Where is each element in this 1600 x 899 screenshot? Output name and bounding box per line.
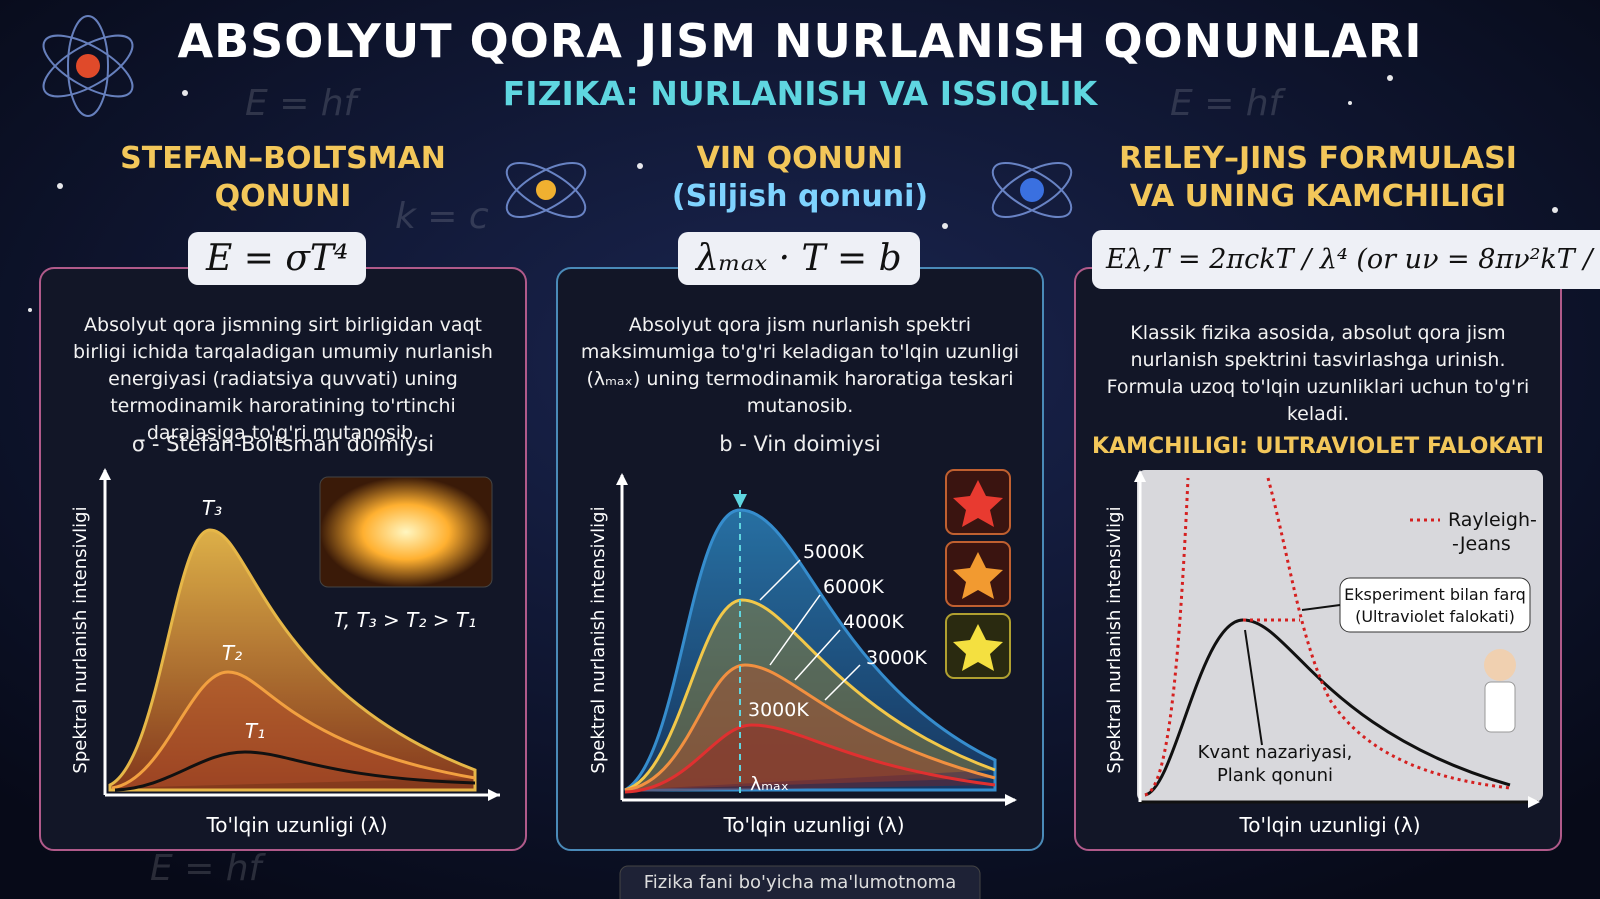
formula: λₘₐₓ · T = b <box>678 232 920 285</box>
curve-label: T₁ <box>245 719 265 743</box>
title-line: QONUNI <box>214 179 352 214</box>
panel-title: STEFAN–BOLTSMAN QONUNI <box>40 140 526 216</box>
y-axis-label: Spektral nurlanish intensivligi <box>70 506 91 773</box>
panel-title: VIN QONUNI (Siljish qonuni) <box>557 140 1043 216</box>
constant: b - Vin doimiysi <box>719 432 881 456</box>
warning: KAMCHILIGI: ULTRAVIOLET FALOKATI <box>1092 434 1544 459</box>
description: Absolyut qora jism nurlanish spektri mak… <box>580 314 1020 417</box>
curve-label: Kvant nazariyasi, <box>1198 742 1353 763</box>
subtitle: FIZIKA: NURLANISH VA ISSIQLIK <box>502 74 1098 113</box>
legend-label: Rayleigh- <box>1448 509 1537 531</box>
background-formulas: E = hf E = hf k = c E = hf <box>150 83 1287 889</box>
curve-label: 6000K <box>823 576 884 598</box>
formula: E = σT⁴ <box>188 232 367 285</box>
footer: Fizika fani bo'yicha ma'lumotnoma <box>643 872 957 893</box>
curve-label: 5000K <box>803 541 864 563</box>
curve-label: 4000K <box>843 611 904 633</box>
curve-label: T₂ <box>222 641 242 665</box>
callout-text: (Ultraviolet falokati) <box>1355 607 1515 626</box>
star-icons <box>953 480 1003 671</box>
title-line: VA UNING KAMCHILIGI <box>1129 179 1507 214</box>
title-line: RELEY–JINS FORMULASI <box>1119 141 1517 176</box>
title: ABSOLYUT QORA JISM NURLANISH QONUNLARI <box>177 14 1423 68</box>
stefan-chart: T₃ T₂ T₁ T, T₃ > T₂ > T₁ Spektral nurlan… <box>70 468 500 837</box>
peak-label: λₘₐₓ <box>750 773 789 795</box>
panel-title: RELEY–JINS FORMULASI VA UNING KAMCHILIGI <box>1075 140 1561 216</box>
rayleigh-chart: Rayleigh- -Jeans Eksperiment bilan farq … <box>1104 470 1543 837</box>
footer-box <box>619 865 981 899</box>
x-axis-label: To'lqin uzunligi (λ) <box>722 813 904 837</box>
y-axis-label: Spektral nurlanish intensivligi <box>1104 506 1125 773</box>
curve-label: 3000K <box>866 647 927 669</box>
description: Absolyut qora jismning sirt birligidan v… <box>73 314 493 444</box>
formula: Eλ,T = 2πckT / λ⁴ (or uν = 8πν²kT / c³) <box>1092 230 1600 289</box>
legend-label: -Jeans <box>1452 533 1511 555</box>
scientist-icon <box>1484 649 1516 733</box>
title-line: VIN QONUNI <box>696 141 904 176</box>
vin-chart: 5000K 6000K 4000K 3000K 3000K λₘₐₓ Spekt… <box>588 469 1017 837</box>
y-axis-label: Spektral nurlanish intensivligi <box>588 506 609 773</box>
curve-label: 3000K <box>748 699 809 721</box>
x-axis-label: To'lqin uzunligi (λ) <box>1238 813 1420 837</box>
bg-formula: E = hf <box>1170 83 1287 124</box>
title-line: (Siljish qonuni) <box>671 179 929 214</box>
curve-label: T₃ <box>202 496 222 520</box>
stars <box>28 34 1558 312</box>
bg-formula: E = hf <box>245 83 362 124</box>
bg-formula: k = c <box>395 196 489 237</box>
x-axis-label: To'lqin uzunligi (λ) <box>205 813 387 837</box>
curve-label: Plank qonuni <box>1217 765 1333 786</box>
title-line: STEFAN–BOLTSMAN <box>120 141 446 176</box>
bg-formula: E = hf <box>150 848 267 889</box>
callout-text: Eksperiment bilan farq <box>1344 585 1526 604</box>
chart-note: T, T₃ > T₂ > T₁ <box>334 608 476 632</box>
description: Klassik fizika asosida, absolut qora jis… <box>1106 322 1530 425</box>
atom-icons <box>42 15 1073 218</box>
constant: σ - Stefan-Boltsman doimiysi <box>131 432 435 456</box>
